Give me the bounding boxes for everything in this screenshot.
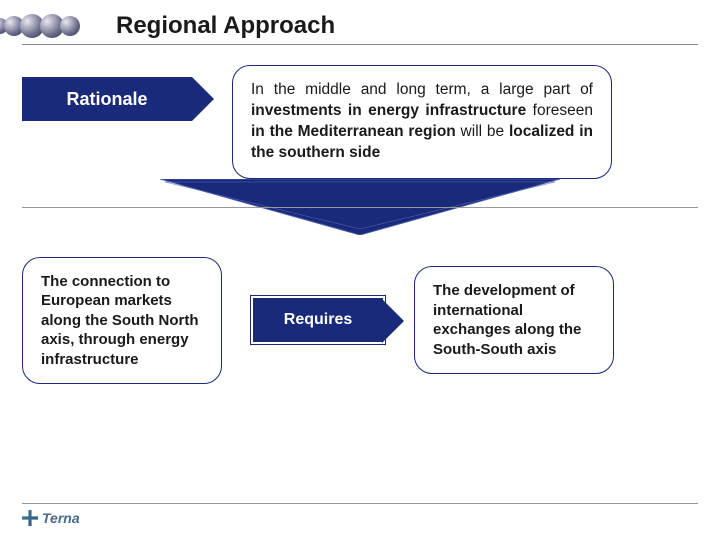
footer-line [22,503,698,504]
requires-arrow: Requires [253,298,383,342]
requires-container: Requires [250,295,386,345]
top-card: In the middle and long term, a large par… [232,65,612,179]
logo-icon [22,510,38,526]
rationale-label: Rationale [66,89,147,110]
footer: Terna [22,503,698,526]
logo-text: Terna [42,510,80,526]
logo: Terna [22,510,698,526]
bottom-section: The connection to European markets along… [0,247,720,385]
requires-label: Requires [284,311,352,329]
divider-section [22,207,698,247]
top-section: Rationale In the middle and long term, a… [0,65,720,179]
divider-line [22,207,698,208]
right-card: The development of international exchang… [414,266,614,374]
left-card: The connection to European markets along… [22,257,222,385]
page-title: Regional Approach [116,12,335,40]
title-row: Regional Approach [0,0,720,40]
rationale-arrow: Rationale [22,77,192,121]
ball-decoration-icon [0,14,76,38]
title-underline [22,44,698,45]
